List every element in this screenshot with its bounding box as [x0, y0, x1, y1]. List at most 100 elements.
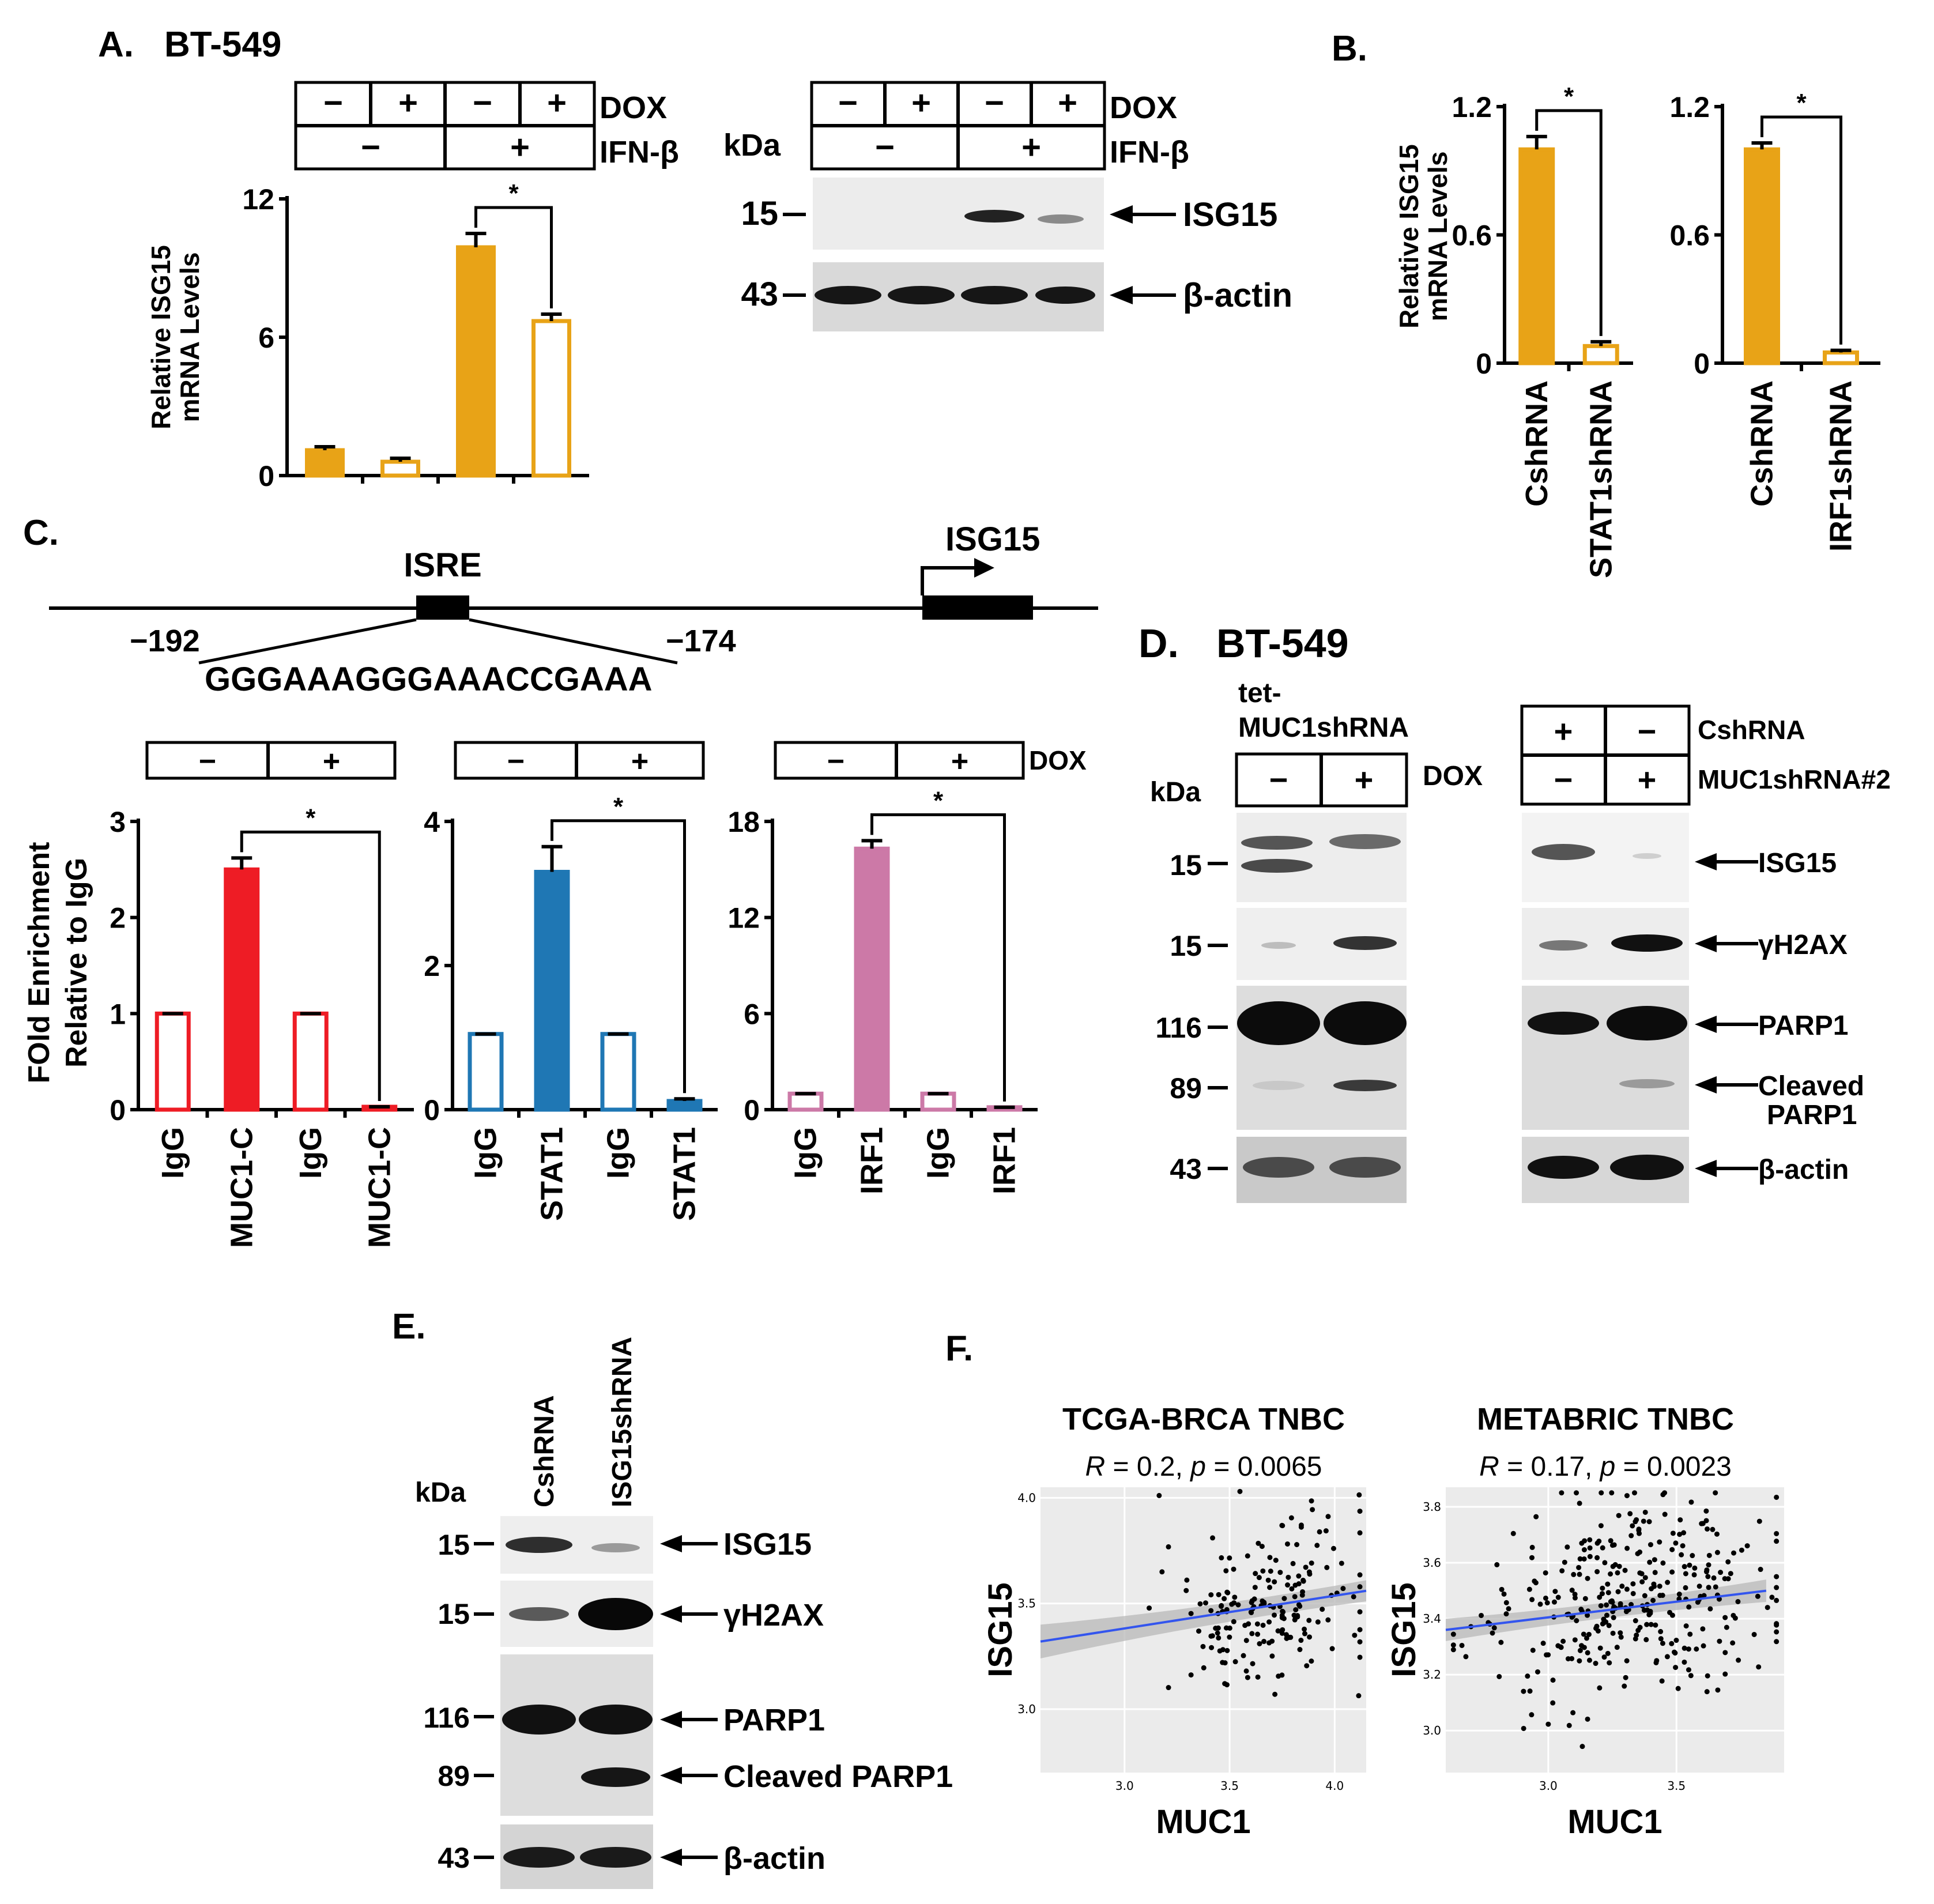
scatter-point: [1694, 1646, 1699, 1652]
scatter-point: [1249, 1631, 1255, 1637]
x-tick-label: IgG: [921, 1127, 956, 1179]
scatter-point: [1267, 1555, 1273, 1560]
scatter-point: [1309, 1658, 1314, 1664]
scatter-point: [1692, 1565, 1698, 1571]
scatter-point: [1227, 1555, 1232, 1561]
scatter-point: [1624, 1586, 1630, 1592]
scatter-point: [1577, 1658, 1582, 1664]
scatter-point: [1601, 1616, 1607, 1622]
scatter-point: [1295, 1613, 1300, 1619]
isre-box: [416, 595, 469, 620]
scatter-point: [1616, 1513, 1622, 1518]
scatter-point: [1218, 1604, 1224, 1609]
y-tick-label: 0: [1694, 348, 1710, 380]
scatter-point: [1572, 1592, 1578, 1597]
x-tick-label: IgG: [469, 1127, 503, 1179]
panel-c-letter: C.: [23, 513, 59, 553]
scatter-point: [1506, 1606, 1511, 1612]
y-tick-label: 3.8: [1423, 1500, 1441, 1514]
scatter-point: [1645, 1607, 1650, 1613]
scatter-point: [1231, 1619, 1236, 1624]
scatter-point: [1744, 1543, 1750, 1549]
scatter-point: [1654, 1658, 1660, 1664]
scatter-point: [1279, 1630, 1285, 1636]
scatter-point: [1201, 1665, 1207, 1671]
scatter-point: [1677, 1532, 1683, 1537]
scatter-point: [1774, 1574, 1780, 1579]
scatter-point: [1599, 1591, 1605, 1597]
panel-d-letter: D.: [1138, 621, 1179, 666]
scatter-point: [1188, 1672, 1194, 1678]
scatter-point: [1459, 1642, 1465, 1648]
x-tick-label: STAT1: [535, 1127, 570, 1221]
y-axis-label: mRNA Levels: [175, 252, 205, 423]
stat-annotation: R = 0.17, p = 0.0023: [1479, 1451, 1732, 1482]
scatter-point: [1307, 1634, 1313, 1640]
scatter-point: [1196, 1628, 1202, 1634]
scatter-point: [1632, 1490, 1638, 1496]
chart-b-stat1: 0 0.6 1.2 * CshRNA STAT1shRNA Relative ISG15mR…: [1394, 82, 1633, 578]
scatter-point: [1652, 1570, 1658, 1575]
muc1sh-minus: −: [1554, 761, 1573, 798]
scatter-point: [1292, 1617, 1298, 1623]
mw-15: 15: [741, 195, 778, 232]
dox-minus: −: [838, 84, 858, 122]
scatter-point: [1664, 1654, 1670, 1660]
bar: [1744, 147, 1780, 365]
position-start: −192: [130, 624, 200, 658]
scatter-point: [1691, 1572, 1697, 1578]
scatter-point: [1660, 1492, 1666, 1498]
significance-bracket: [240, 830, 381, 1101]
scatter-point: [1543, 1570, 1548, 1576]
scatter-point: [1302, 1626, 1307, 1632]
actin-label: β-actin: [1758, 1155, 1849, 1185]
scatter-point: [1660, 1560, 1666, 1566]
scatter-point: [1577, 1647, 1583, 1653]
scatter-point: [1272, 1612, 1277, 1618]
scatter-point: [1597, 1594, 1603, 1600]
scatter-point: [1225, 1590, 1231, 1596]
scatter-point: [1722, 1615, 1728, 1620]
scatter-point: [1494, 1562, 1500, 1567]
scatter-point: [1309, 1498, 1314, 1504]
scatter-point: [1606, 1623, 1612, 1628]
scatter-point: [1569, 1614, 1575, 1620]
scatter-point: [1765, 1605, 1770, 1611]
scatter-point: [1615, 1570, 1620, 1575]
y-tick-label: 3.4: [1423, 1612, 1441, 1626]
scatter-point: [1608, 1598, 1613, 1604]
scatter-point: [1669, 1612, 1675, 1618]
scatter-point: [1147, 1605, 1152, 1611]
scatter-point: [1634, 1632, 1639, 1638]
scatter-point: [1317, 1529, 1322, 1534]
mw-43: 43: [741, 276, 778, 313]
scatter-point: [1665, 1579, 1671, 1585]
panel-e-letter: E.: [392, 1307, 426, 1347]
scatter-point: [1643, 1637, 1649, 1642]
scatter-point: [1315, 1619, 1321, 1625]
scatter-point: [1550, 1677, 1556, 1683]
kda-label: kDa: [1150, 777, 1201, 808]
y-axis-label: ISG15: [982, 1582, 1019, 1677]
scatter-point: [1628, 1533, 1634, 1539]
chart-title: TCGA-BRCA TNBC: [1062, 1402, 1345, 1437]
scatter-point: [1639, 1579, 1645, 1585]
chart-b-irf1: 0 0.6 1.2 * CshRNA IRF1shRNA: [1669, 89, 1880, 552]
scatter-point: [1304, 1663, 1310, 1669]
mw-43: 43: [1170, 1153, 1202, 1185]
scatter-point: [1585, 1612, 1590, 1618]
scatter-point: [1255, 1674, 1261, 1680]
scatter-point: [1648, 1622, 1654, 1627]
scatter-point: [1704, 1689, 1710, 1695]
scatter-point: [1646, 1519, 1652, 1525]
y-tick-label: 1.2: [1452, 91, 1492, 123]
bar: [534, 870, 570, 1112]
scatter-point: [1340, 1586, 1346, 1592]
scatter-point: [1758, 1567, 1763, 1573]
scatter-point: [1657, 1593, 1663, 1598]
scatter-point: [1188, 1611, 1194, 1616]
scatter-point: [1576, 1564, 1582, 1570]
scatter-point: [1544, 1600, 1550, 1606]
scatter-point: [1647, 1559, 1653, 1565]
